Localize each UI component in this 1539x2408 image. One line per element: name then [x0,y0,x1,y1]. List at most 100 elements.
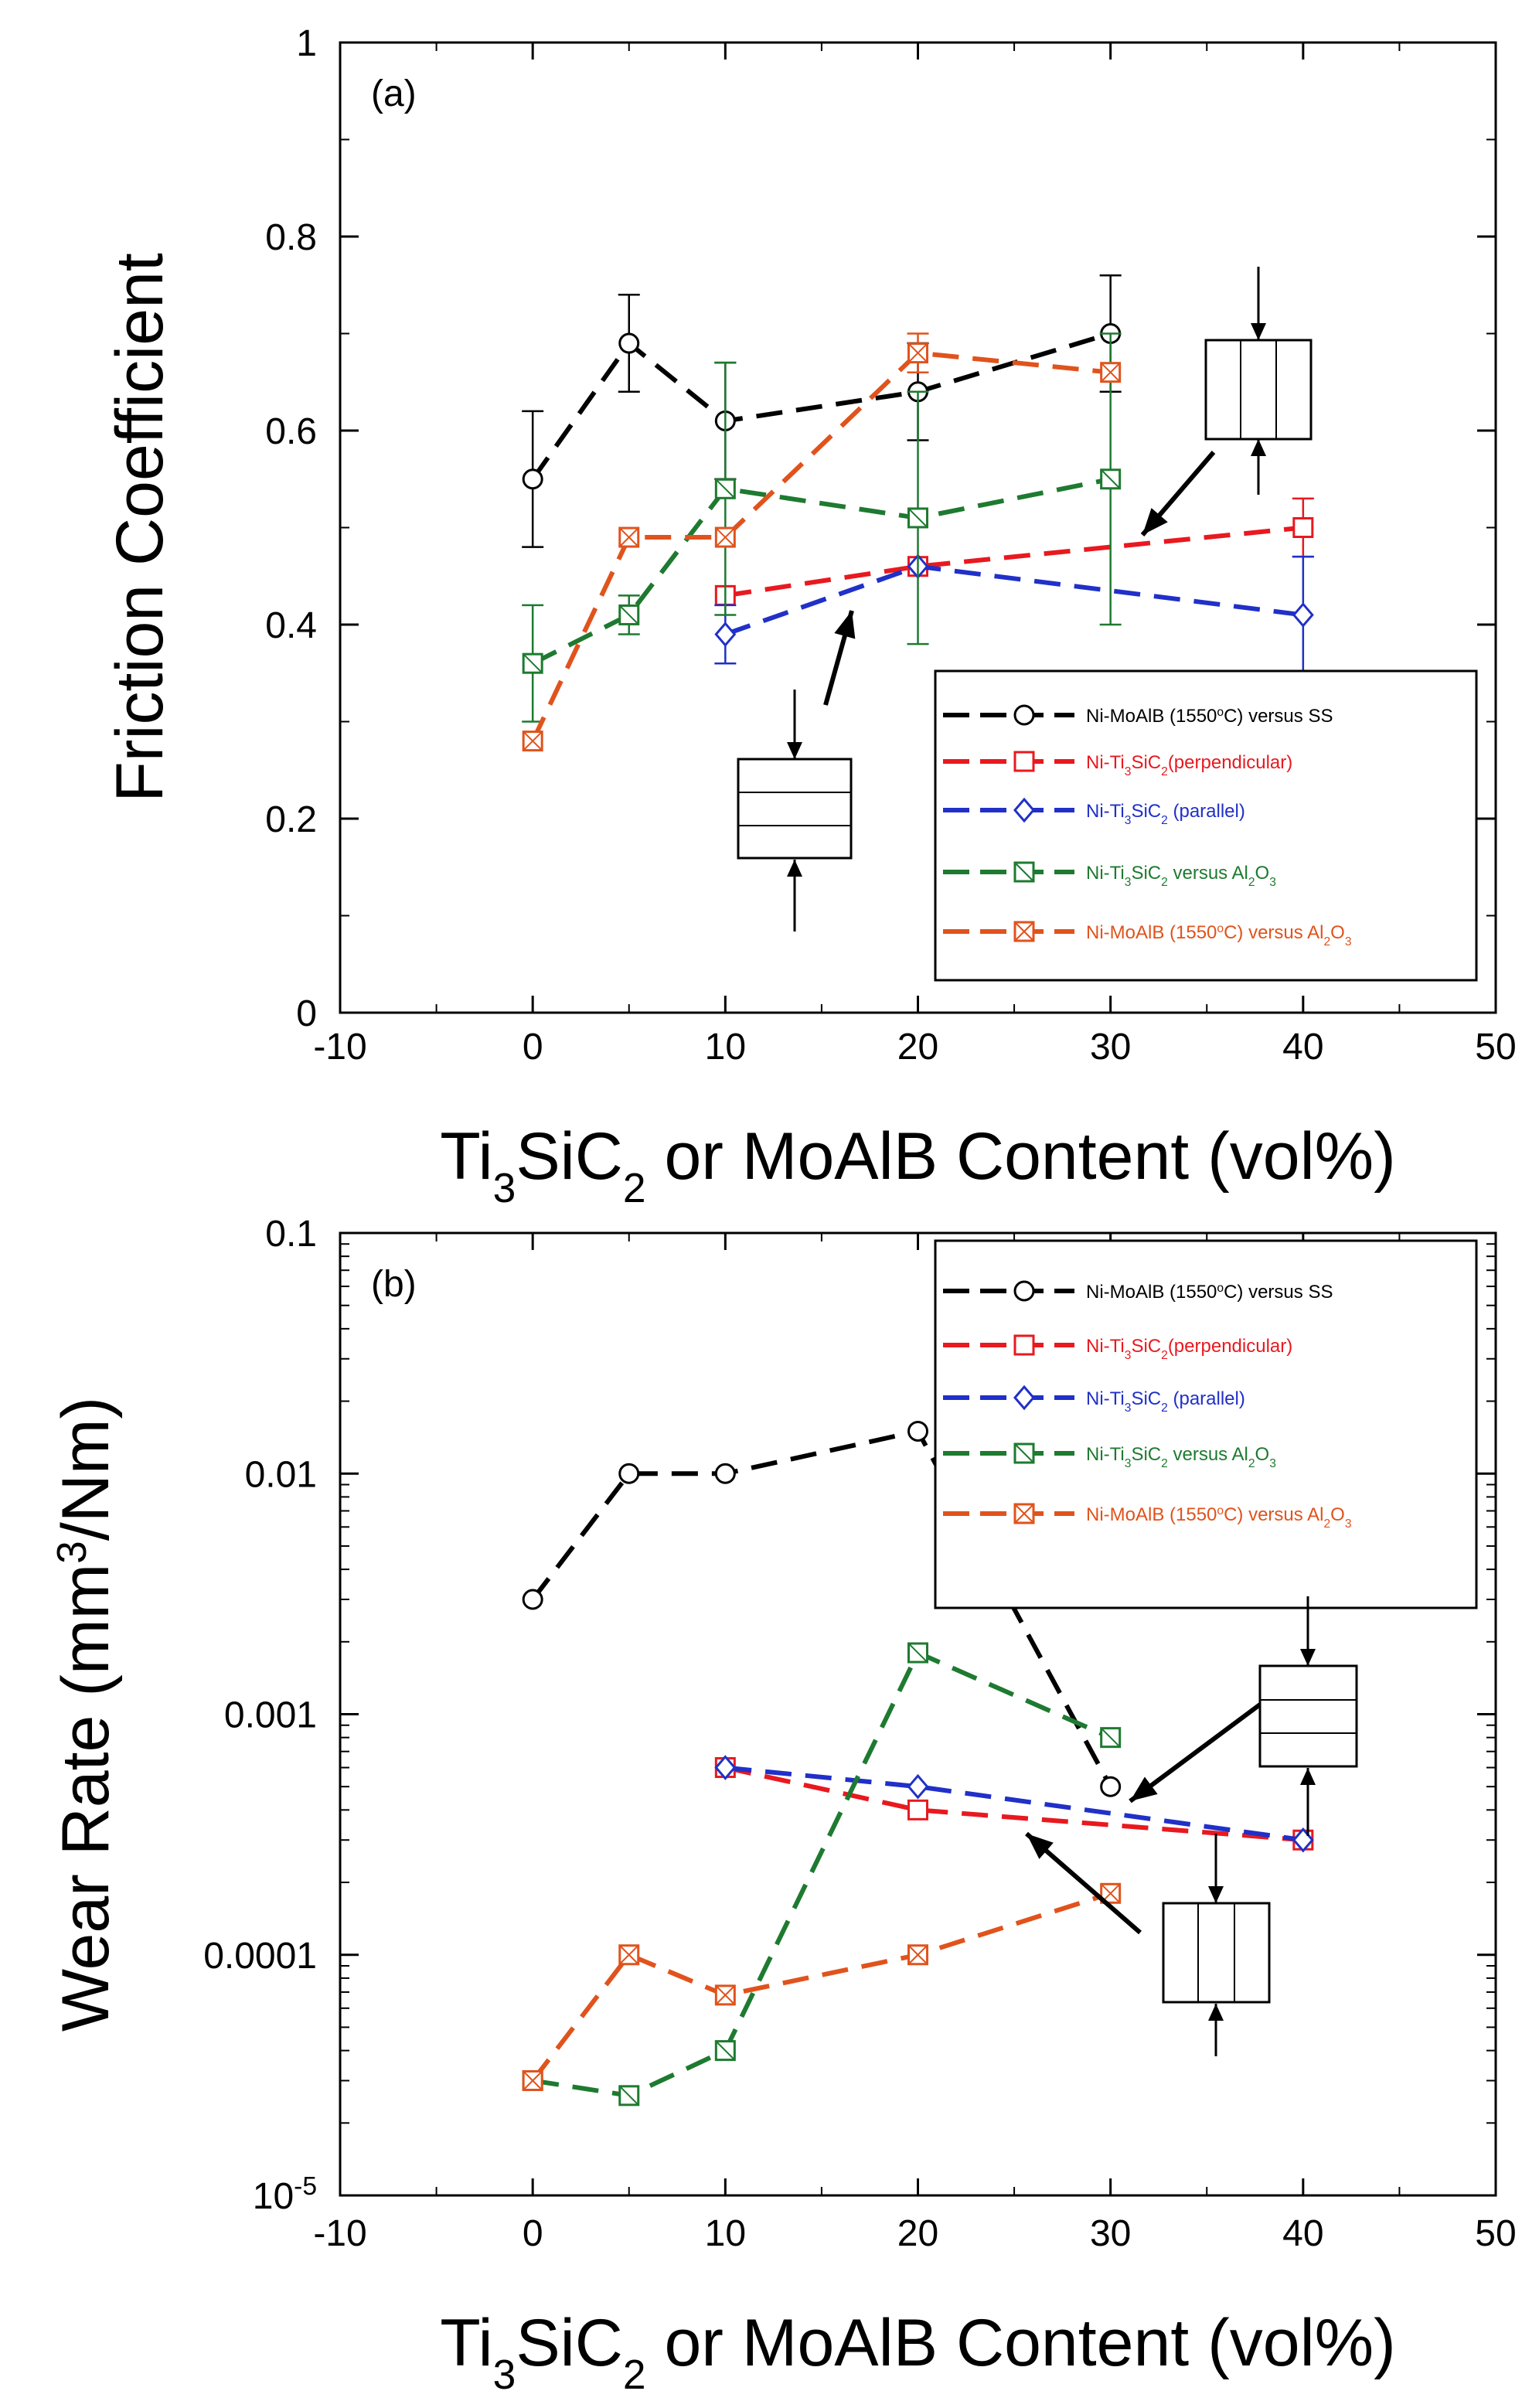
legend-marker [1013,1280,1035,1302]
x-tick-label: 0 [523,1027,543,1068]
legend-marker-box [1013,1334,1035,1356]
x-tick-label: 50 [1475,1027,1516,1068]
legend-label: Ni-MoAlB (1550oC) versus Al2O3 [1086,922,1352,949]
pointer-arrow-parallel [823,610,856,706]
legend-label: Ni-Ti3SiC2 (parallel) [1086,801,1245,827]
load-arrow-top-head [1300,1649,1316,1666]
legend-marker-stroke-a [1014,862,1034,882]
load-arrow-top-head [1251,323,1266,340]
legend-marker [1013,921,1035,942]
x-tick-label: 30 [1090,2213,1131,2254]
legend-marker [1013,1334,1035,1356]
data-point-stroke-a [619,2086,639,2106]
legend-marker-box [1013,751,1035,772]
load-arrow-top-head [787,742,802,759]
data-point-stroke-a [907,508,928,528]
load-arrow-top [1300,1596,1316,1666]
load-arrow-top [1251,267,1266,340]
legend-entry-s4: Ni-Ti3SiC2 versus Al2O3 [943,1442,1276,1470]
x-tick-label: 40 [1282,1027,1323,1068]
pointer-arrow-perpendicular-b-head [1027,1834,1054,1859]
x-tick-label: 20 [897,1027,938,1068]
series-s3 [714,1755,1314,1853]
series-line-s3 [725,1765,1304,1843]
data-point [618,1463,640,1484]
schematic-box [1258,1664,1358,1768]
data-point-box [907,1799,928,1820]
legend-entry-s2: Ni-Ti3SiC2(perpendicular) [943,751,1292,778]
legend-marker [1013,1442,1035,1464]
data-point-stroke-a [523,653,543,673]
x-tick-label: -10 [313,2213,366,2254]
data-point-stroke-b [715,1985,736,2005]
data-point [714,526,736,548]
series-s4 [522,1642,1122,2107]
pointer-arrow-perpendicular-head [1142,508,1168,535]
y-tick-label: 0.8 [265,217,317,258]
data-point [714,2040,736,2062]
legend-marker-stroke-b [1014,1504,1034,1524]
load-arrow-bottom [1300,1768,1316,1836]
data-point [1100,362,1122,383]
y-axis-title: Wear Rate (mm3/Nm) [49,1397,123,2032]
legend-label: Ni-Ti3SiC2 (parallel) [1086,1388,1245,1415]
legend-marker [1013,1385,1035,1411]
legend-entry-s1: Ni-MoAlB (1550oC) versus SS [943,704,1333,727]
legend-marker-stroke-b [1014,921,1034,942]
data-point [618,1944,640,1966]
data-point [618,604,640,625]
y-tick-label: 0.0001 [203,1936,317,1977]
legend-label: Ni-Ti3SiC2(perpendicular) [1086,1336,1292,1362]
x-tick-label: 40 [1282,2213,1323,2254]
legend-box [934,1239,1478,1609]
series-line-s2 [724,525,1304,598]
series-line-s5 [530,1891,1112,2083]
y-tick-label: 0 [296,993,317,1034]
legend-entry-s1: Ni-MoAlB (1550oC) versus SS [943,1280,1333,1303]
load-arrow-bottom-head [1300,1768,1316,1785]
y-axis-title: Friction Coefficient [103,253,177,802]
data-point [1100,1776,1122,1797]
data-point-stroke-b [907,1945,928,1965]
data-point [907,342,928,364]
pointer-arrow-parallel-b-head [1130,1776,1158,1801]
data-point [907,507,928,529]
series-line-s3 [724,564,1304,637]
data-point [522,731,543,752]
legend-entry-s5: Ni-MoAlB (1550oC) versus Al2O3 [943,1503,1352,1531]
series-line-s4 [531,476,1112,666]
legend-entry-s3: Ni-Ti3SiC2 (parallel) [943,1385,1245,1415]
data-point [522,2069,543,2091]
data-point [1292,517,1314,538]
x-tick-label: 0 [523,2213,543,2254]
data-point-stroke-b [619,527,639,547]
panel-label: (b) [371,1264,417,1305]
x-tick-label: 20 [897,2213,938,2254]
data-point [907,1420,928,1442]
series-s1 [522,274,1122,548]
schematic-box [1162,1902,1271,2004]
load-arrow-top-head [1208,1886,1224,1903]
legend-entry-s3: Ni-Ti3SiC2 (parallel) [943,797,1245,827]
x-axis: -10 0 10 20 30 40 50 [313,1233,1517,2254]
data-point-stroke-b [907,342,928,363]
annotations [737,267,1358,2056]
x-tick-label: -10 [313,1027,366,1068]
data-point [907,1642,928,1664]
legend-label: Ni-Ti3SiC2(perpendicular) [1086,752,1292,778]
x-tick-label: 10 [705,1027,746,1068]
legend-marker [1013,751,1035,772]
legend-entry-s5: Ni-MoAlB (1550oC) versus Al2O3 [943,921,1352,949]
y-axis: 10-5 0.0001 0.001 0.01 0.1 [203,1214,1496,2217]
data-point-stroke-a [715,2040,736,2061]
perpendicular-schematic-a [1204,267,1313,495]
series-s2 [714,497,1314,606]
parallel-schematic-b [1258,1596,1358,1836]
pointer-arrow-parallel-head [834,611,856,639]
load-arrow-bottom [1208,2004,1224,2056]
panel-label: (a) [371,73,417,114]
legend-entry-s2: Ni-Ti3SiC2(perpendicular) [943,1334,1292,1362]
series-s5 [522,1882,1122,2091]
y-tick-label: 0.01 [245,1454,317,1495]
panel-b: -10 0 10 20 30 40 50 10-5 0.0001 0.001 0.01 0.1 (b) T… [49,1214,1517,2398]
